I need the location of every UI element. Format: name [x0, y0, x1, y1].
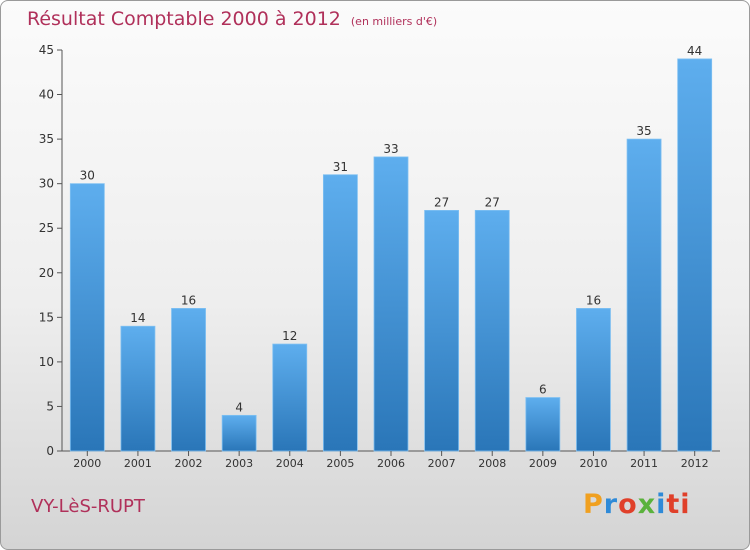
x-tick-label: 2004	[276, 457, 304, 470]
x-tick-label: 2012	[681, 457, 709, 470]
y-tick-label: 40	[39, 88, 54, 102]
x-tick-label: 2009	[529, 457, 557, 470]
y-tick-label: 45	[39, 43, 54, 57]
x-tick-label: 2001	[124, 457, 152, 470]
x-tick-label: 2010	[579, 457, 607, 470]
bar-value-label: 16	[586, 293, 601, 307]
bar-value-label: 30	[80, 169, 95, 183]
x-tick-label: 2003	[225, 457, 253, 470]
y-tick-label: 5	[46, 399, 54, 413]
bar	[120, 325, 156, 452]
bar-value-label: 44	[687, 44, 702, 58]
x-tick-label: 2007	[428, 457, 456, 470]
bar	[424, 209, 460, 452]
commune-name: VY-LèS-RUPT	[31, 496, 145, 517]
chart-subtitle: (en milliers d'€)	[350, 15, 438, 28]
bar-value-label: 6	[539, 383, 547, 397]
bar	[171, 308, 206, 452]
bar	[322, 174, 358, 452]
y-tick-label: 30	[39, 177, 54, 191]
bar-value-label: 16	[181, 293, 196, 307]
bar-value-label: 31	[333, 160, 348, 174]
y-tick-label: 15	[39, 310, 54, 324]
x-tick-label: 2008	[478, 457, 506, 470]
bar	[576, 308, 611, 452]
x-tick-label: 2006	[377, 457, 405, 470]
x-tick-label: 2011	[630, 457, 658, 470]
chart-title: Résultat Comptable 2000 à 2012 (en millie…	[27, 8, 437, 30]
bar	[272, 343, 308, 452]
bar-value-label: 4	[235, 400, 243, 414]
bar	[221, 414, 257, 452]
y-tick-label: 25	[39, 221, 54, 235]
bar-value-label: 27	[434, 195, 449, 209]
x-tick-label: 2005	[326, 457, 354, 470]
bar	[525, 397, 561, 452]
bar	[626, 138, 662, 452]
y-tick-label: 0	[46, 444, 54, 458]
bar-value-label: 35	[636, 124, 651, 138]
bar-value-label: 14	[130, 311, 145, 325]
bar-value-label: 27	[485, 195, 500, 209]
bar-value-label: 33	[383, 142, 398, 156]
bar	[69, 183, 105, 452]
x-tick-label: 2000	[73, 457, 101, 470]
y-tick-label: 35	[39, 132, 54, 146]
y-tick-label: 10	[39, 355, 54, 369]
x-tick-label: 2002	[175, 457, 203, 470]
bar-value-label: 12	[282, 329, 297, 343]
bar	[474, 209, 510, 452]
y-tick-label: 20	[39, 266, 54, 280]
bar	[677, 58, 713, 452]
proxiti-logo: Proxiti	[583, 489, 691, 520]
chart-title-text: Résultat Comptable 2000 à 2012	[27, 8, 341, 30]
bar	[373, 156, 409, 452]
